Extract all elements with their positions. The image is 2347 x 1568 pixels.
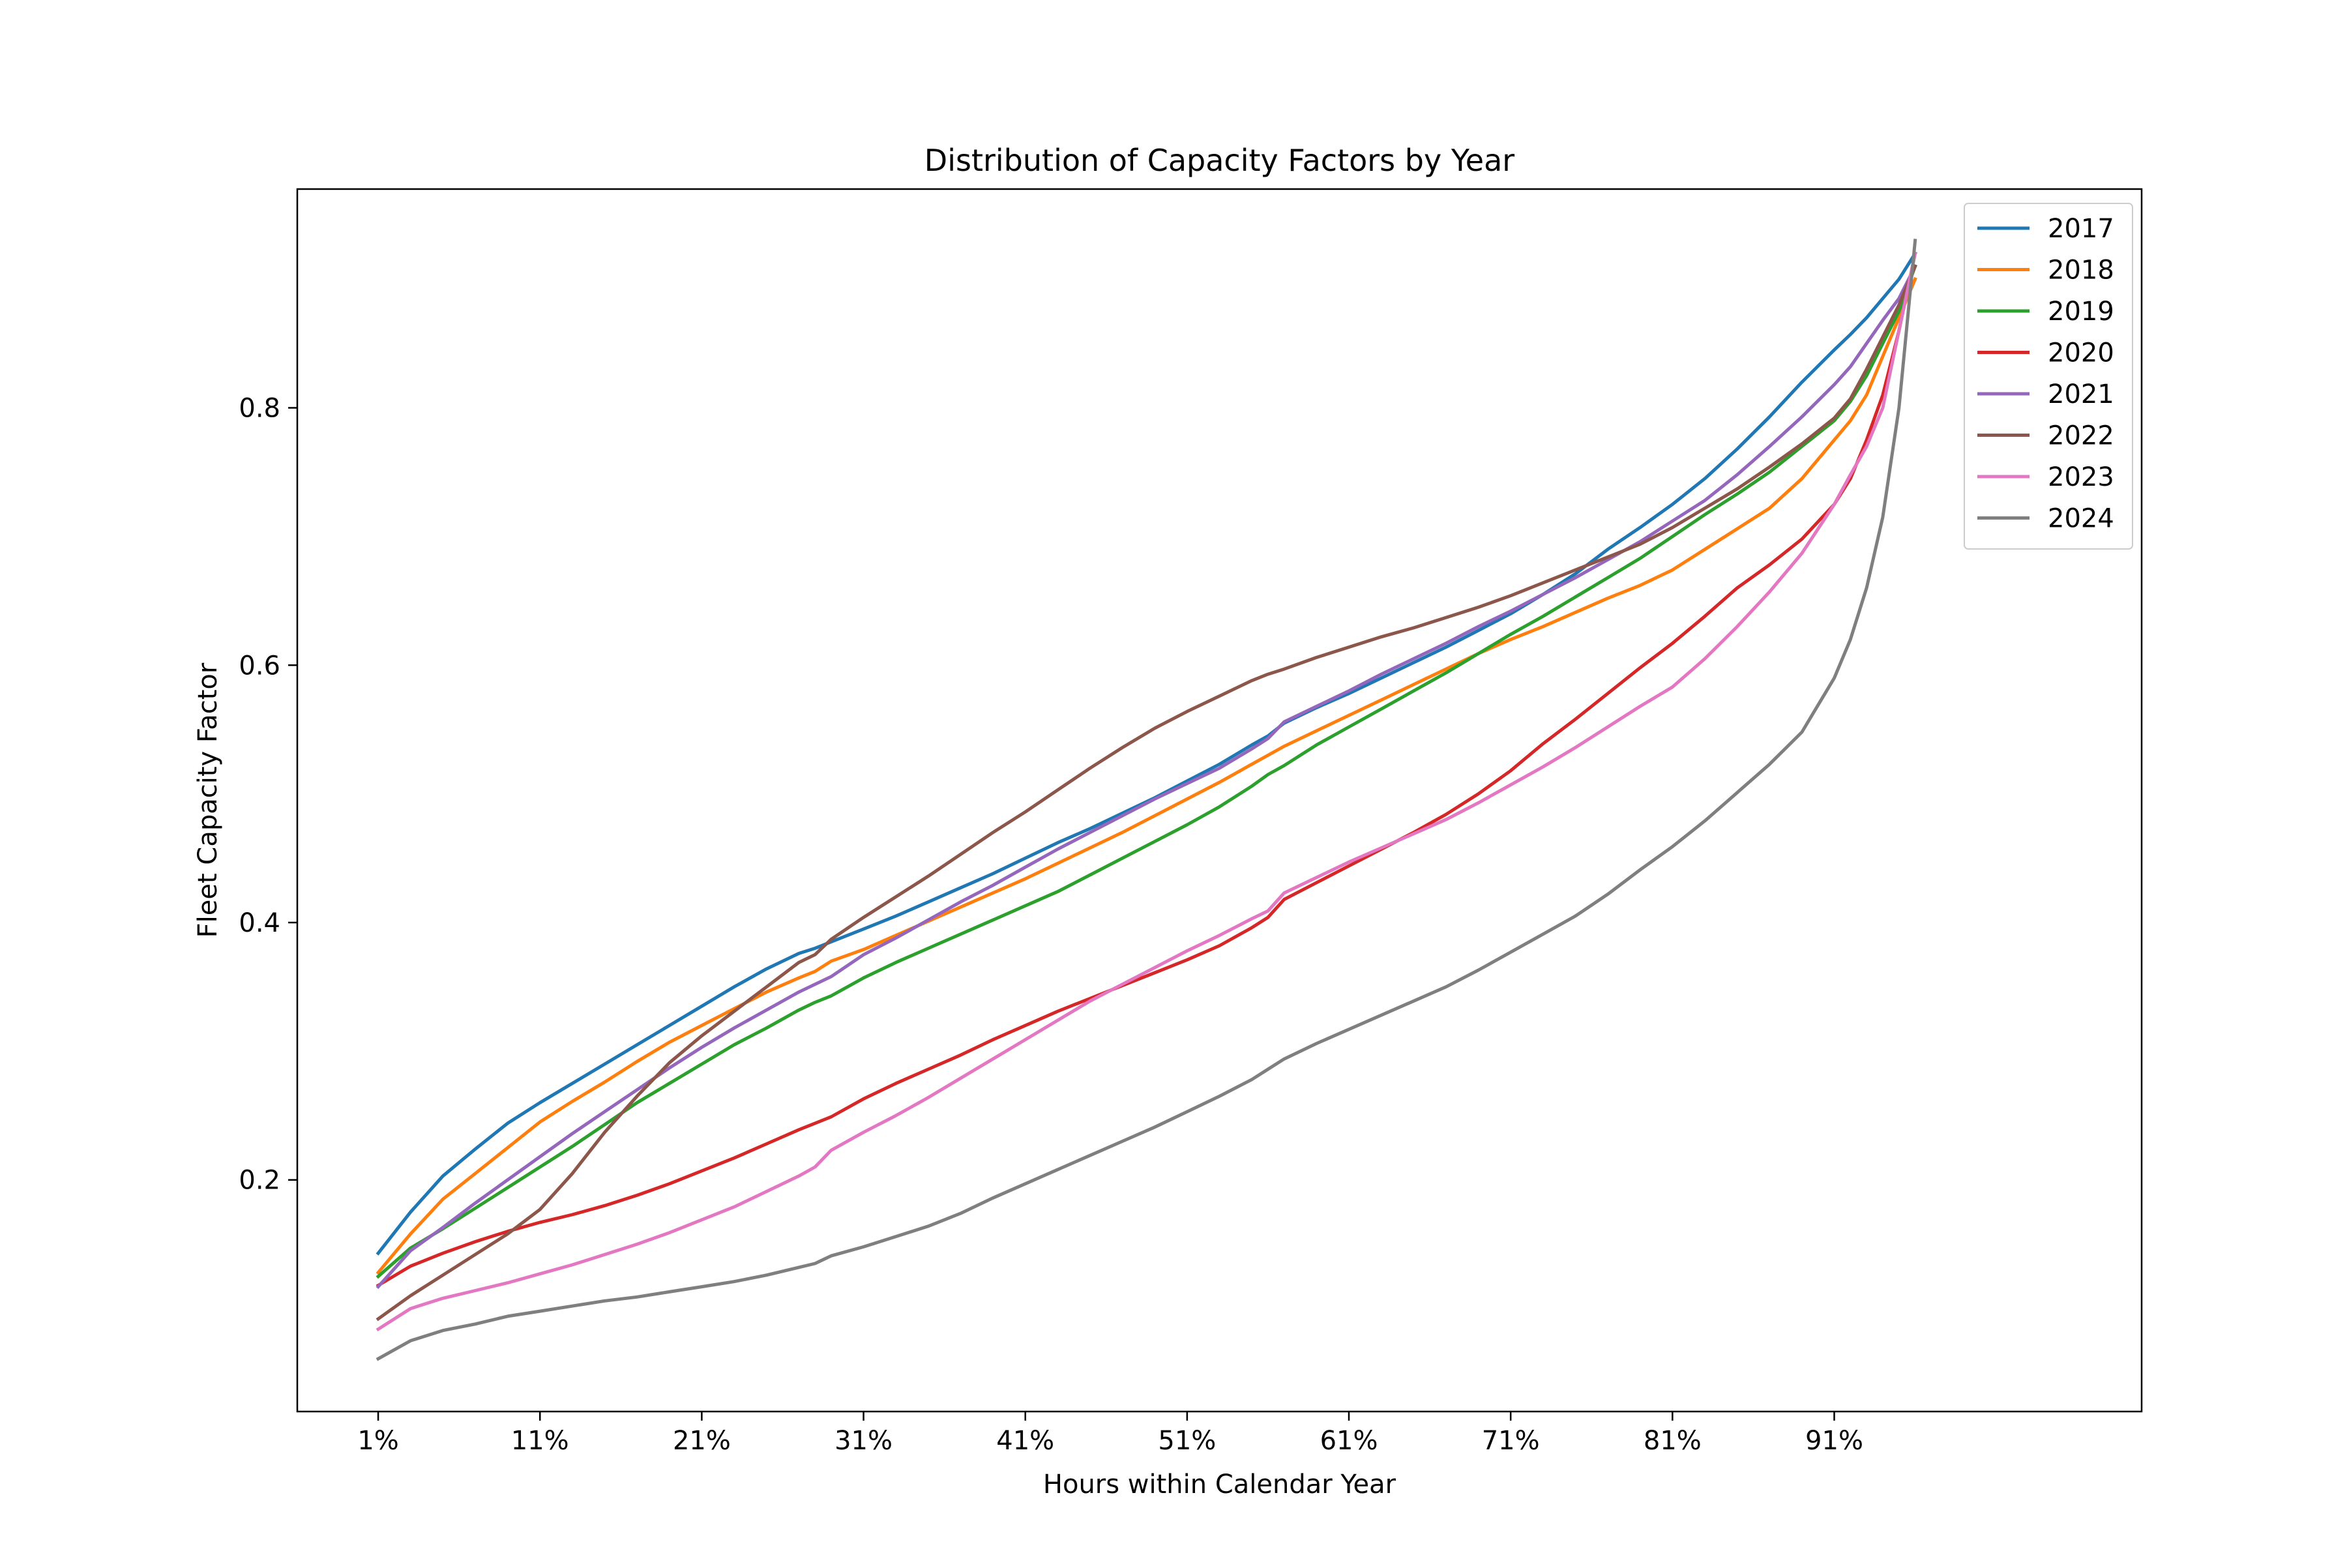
y-tick-label: 0.6 xyxy=(239,651,280,681)
legend-item: 2023 xyxy=(1977,462,2114,492)
legend-item: 2019 xyxy=(1977,297,2114,327)
x-tick-label: 41% xyxy=(996,1426,1054,1456)
x-tick-label: 1% xyxy=(357,1426,398,1456)
legend-item: 2017 xyxy=(1977,214,2114,244)
chart-title: Distribution of Capacity Factors by Year xyxy=(924,143,1515,178)
axes-frame xyxy=(296,188,2143,1413)
legend-item: 2022 xyxy=(1977,421,2114,451)
series-line-2019 xyxy=(376,264,1917,1279)
x-tick-label: 81% xyxy=(1644,1426,1702,1456)
plot-lines xyxy=(376,239,1918,1361)
legend-item: 2021 xyxy=(1977,379,2114,409)
legend-box xyxy=(1964,203,2133,550)
legend-label: 2021 xyxy=(2048,379,2114,409)
legend-label: 2024 xyxy=(2048,504,2114,534)
y-axis-label: Fleet Capacity Factor xyxy=(193,662,223,938)
legend-label: 2019 xyxy=(2048,297,2114,327)
y-tick-label: 0.2 xyxy=(239,1166,280,1196)
x-tick-label: 11% xyxy=(511,1426,569,1456)
series-line-2018 xyxy=(376,276,1917,1275)
x-axis-ticks: 1% 11% 21% 31% 41% 51% 61% 71% 81% 91% xyxy=(357,1412,1863,1456)
series-line-2023 xyxy=(376,251,1917,1332)
legend-label: 2023 xyxy=(2048,462,2114,492)
series-line-2024 xyxy=(376,239,1917,1361)
y-tick-label: 0.8 xyxy=(239,394,280,424)
series-line-2022 xyxy=(376,264,1917,1322)
legend: 2017 2018 2019 2020 2021 2022 2023 2024 xyxy=(1964,203,2133,550)
x-tick-label: 61% xyxy=(1320,1426,1378,1456)
x-tick-label: 31% xyxy=(834,1426,893,1456)
series-line-2017 xyxy=(376,251,1918,1256)
legend-item: 2024 xyxy=(1977,504,2114,534)
legend-label: 2020 xyxy=(2048,338,2114,368)
x-tick-label: 51% xyxy=(1158,1426,1216,1456)
legend-label: 2022 xyxy=(2048,421,2114,451)
legend-label: 2018 xyxy=(2048,256,2114,286)
legend-item: 2018 xyxy=(1977,256,2114,286)
x-tick-label: 21% xyxy=(673,1426,731,1456)
x-axis-label: Hours within Calendar Year xyxy=(1043,1470,1396,1500)
y-axis-ticks: 0.2 0.4 0.6 0.8 xyxy=(239,394,297,1196)
x-tick-label: 71% xyxy=(1482,1426,1540,1456)
y-tick-label: 0.4 xyxy=(239,908,280,938)
legend-label: 2017 xyxy=(2048,214,2114,244)
legend-item: 2020 xyxy=(1977,338,2114,368)
series-line-2020 xyxy=(376,251,1917,1288)
x-tick-label: 91% xyxy=(1805,1426,1863,1456)
